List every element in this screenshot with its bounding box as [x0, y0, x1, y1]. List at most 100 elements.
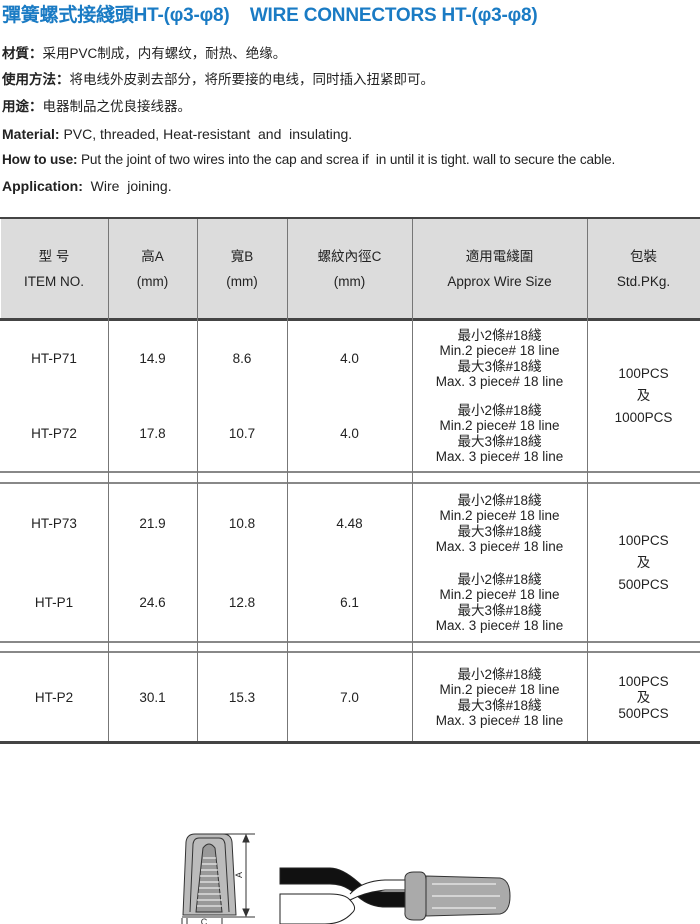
cell-item-no: HT-P72	[0, 396, 108, 471]
cell-value: 8.6	[232, 351, 252, 366]
connector-diagram: A C B	[181, 833, 511, 924]
cell-item-no: HT-P71	[0, 321, 108, 396]
header-en: (mm)	[136, 273, 169, 289]
wire-size-line: 最小2條#18綫	[457, 571, 542, 587]
wire-size-line: 最大3條#18綫	[457, 358, 542, 374]
wire-size-line: Min.2 piece# 18 line	[439, 587, 560, 602]
cell-package: 100PCS 及 500PCS	[587, 653, 700, 742]
package-line: 100PCS	[618, 366, 669, 381]
cell-c: 4.48	[287, 484, 412, 563]
wire-size-line: Max. 3 piece# 18 line	[435, 618, 564, 633]
cell-a: 21.9	[108, 484, 197, 563]
label: 材質：	[2, 46, 43, 61]
package-line: 及	[636, 388, 651, 403]
text: 电器制品之优良接线器。	[42, 99, 192, 114]
group-separator	[0, 471, 700, 473]
cell-package: 100PCS 及 500PCS	[587, 484, 700, 642]
cell-value: HT-P72	[31, 426, 77, 441]
column-divider	[197, 219, 198, 741]
cell-wire-size: 最小2條#18綫 Min.2 piece# 18 line 最大3條#18綫 Max.…	[412, 396, 587, 471]
wire-size-line: 最大3條#18綫	[457, 523, 542, 539]
text: Put the joint of two wires into the cap …	[77, 152, 616, 167]
cell-b: 10.8	[197, 484, 287, 563]
label: Application:	[2, 178, 83, 194]
intro-usage-cn: 使用方法：将电线外皮剥去部分，将所要接的电线，同时插入扭紧即可。	[2, 68, 434, 88]
cell-b: 8.6	[197, 321, 287, 396]
cell-value: 7.0	[340, 690, 359, 705]
header-bg	[198, 219, 287, 318]
wire-size-line: Min.2 piece# 18 line	[439, 343, 560, 358]
page-title: 彈簧螺式接綫頭HT-(φ3-φ8) WIRE CONNECTORS HT-(φ3…	[2, 5, 538, 26]
column-header: 適用電綫圍 Approx Wire Size	[412, 219, 587, 318]
intro-material-cn: 材質：采用PVC制成，内有螺纹，耐热、绝缘。	[2, 42, 286, 62]
header-en: (mm)	[333, 273, 366, 289]
cell-b: 10.7	[197, 396, 287, 471]
cell-value: 4.0	[340, 351, 359, 366]
intro-howto-en: How to use: Put the joint of two wires i…	[2, 152, 615, 167]
cell-value: 12.8	[228, 595, 256, 610]
package-line: 100PCS	[618, 533, 669, 548]
wire-illustration	[279, 867, 413, 924]
package-line: 100PCS	[618, 673, 669, 689]
cell-wire-size: 最小2條#18綫 Min.2 piece# 18 line 最大3條#18綫 Max.…	[412, 484, 587, 563]
wire-size-line: 最大3條#18綫	[457, 433, 542, 449]
cell-b: 15.3	[197, 653, 287, 742]
header-bottom-border	[0, 318, 700, 321]
wire-size-line: Max. 3 piece# 18 line	[435, 374, 564, 389]
cell-value: 10.8	[228, 516, 256, 531]
header-en: ITEM NO.	[24, 273, 84, 289]
package-line: 及	[636, 555, 651, 570]
text: PVC, threaded, Heat-resistant and insula…	[59, 126, 353, 142]
header-en: Approx Wire Size	[447, 273, 552, 289]
cell-item-no: HT-P73	[0, 484, 108, 563]
label: 使用方法：	[2, 72, 70, 87]
cell-item-no: HT-P1	[0, 563, 108, 642]
column-header: 包裝 Std.PKg.	[587, 219, 700, 318]
cell-a: 17.8	[108, 396, 197, 471]
group-separator	[0, 641, 700, 643]
label: 用途：	[2, 99, 43, 114]
column-header: 型 号 ITEM NO.	[0, 219, 108, 318]
wire-size-line: 最小2條#18綫	[457, 327, 542, 343]
header-bg	[288, 219, 412, 318]
spec-table: 型 号 ITEM NO. 高A (mm) 寬B (mm) 螺紋內徑C (mm) 適用電綫圍 App…	[0, 217, 700, 744]
cell-value: 17.8	[139, 426, 166, 441]
cell-wire-size: 最小2條#18綫 Min.2 piece# 18 line 最大3條#18綫 Max.…	[412, 563, 587, 642]
connector-side-view	[182, 833, 237, 916]
label: Material:	[2, 126, 60, 142]
wire-size-line: 最小2條#18綫	[457, 492, 542, 508]
text: Wire joining.	[82, 178, 172, 194]
column-header: 高A (mm)	[108, 219, 197, 318]
header-cn: 適用電綫圍	[465, 248, 534, 264]
cell-value: 6.1	[340, 595, 359, 610]
cell-value: 10.7	[228, 426, 256, 441]
table-top-border	[0, 217, 700, 219]
cell-wire-size: 最小2條#18綫 Min.2 piece# 18 line 最大3條#18綫 Max.…	[412, 321, 587, 396]
dimension-label-a: A	[234, 872, 244, 878]
cell-a: 14.9	[108, 321, 197, 396]
cell-package: 100PCS 及 1000PCS	[587, 321, 700, 471]
header-cn: 型 号	[38, 248, 70, 264]
wire-size-line: 最小2條#18綫	[457, 666, 542, 682]
cell-value: 4.0	[340, 426, 359, 441]
header-cn: 寬B	[230, 248, 254, 264]
column-divider	[587, 219, 588, 741]
group-separator	[0, 651, 700, 653]
header-cn: 高A	[141, 248, 164, 264]
cell-value: 15.3	[228, 690, 256, 705]
text: 将电线外皮剥去部分，将所要接的电线，同时插入扭紧即可。	[69, 72, 435, 87]
wire-size-line: Max. 3 piece# 18 line	[435, 539, 564, 554]
cell-c: 4.0	[287, 396, 412, 471]
package-line: 500PCS	[618, 577, 669, 592]
intro-material-en: Material: PVC, threaded, Heat-resistant …	[2, 126, 352, 142]
wire-size-line: Max. 3 piece# 18 line	[435, 713, 564, 728]
header-cn: 包裝	[630, 248, 657, 264]
wire-size-line: Min.2 piece# 18 line	[439, 418, 560, 433]
dimension-lines	[181, 833, 255, 924]
header-en: (mm)	[226, 273, 258, 289]
column-header: 螺紋內徑C (mm)	[287, 219, 412, 318]
text: 采用PVC制成，内有螺纹，耐热、绝缘。	[42, 46, 287, 61]
table-bottom-border	[0, 741, 700, 744]
intro-application-en: Application: Wire joining.	[2, 178, 172, 194]
group-separator	[0, 482, 700, 484]
